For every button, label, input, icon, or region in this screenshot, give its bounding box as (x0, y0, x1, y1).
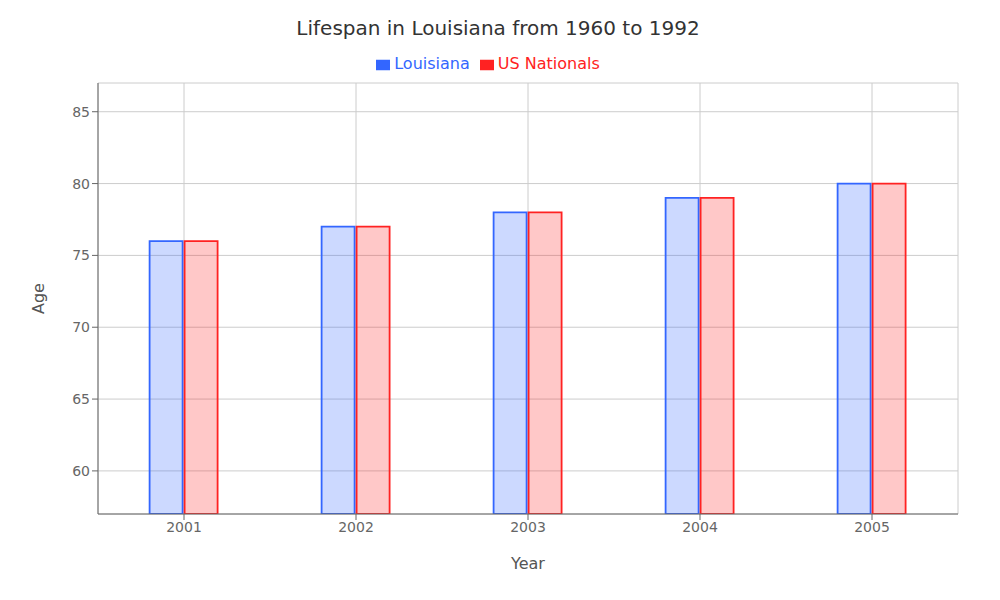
svg-text:80: 80 (72, 176, 90, 192)
svg-text:2002: 2002 (338, 519, 374, 535)
html-text:Lifespan in Louisiana from 196: Lifespan in Louisiana from 1960 to 1992 (296, 16, 700, 40)
svg-text:2003: 2003 (510, 519, 546, 535)
svg-text:Year: Year (510, 554, 545, 573)
svg-text:65: 65 (72, 391, 90, 407)
svg-text:60: 60 (72, 463, 90, 479)
html-text:US Nationals: US Nationals (497, 54, 600, 73)
svg-text:75: 75 (72, 247, 90, 263)
html-text:Louisiana: Louisiana (394, 54, 470, 73)
svg-text:2001: 2001 (166, 519, 202, 535)
svg-text:70: 70 (72, 319, 90, 335)
svg-text:2004: 2004 (682, 519, 718, 535)
svg-text:Age: Age (29, 283, 48, 314)
svg-text:2005: 2005 (854, 519, 890, 535)
svg-text:85: 85 (72, 104, 90, 120)
